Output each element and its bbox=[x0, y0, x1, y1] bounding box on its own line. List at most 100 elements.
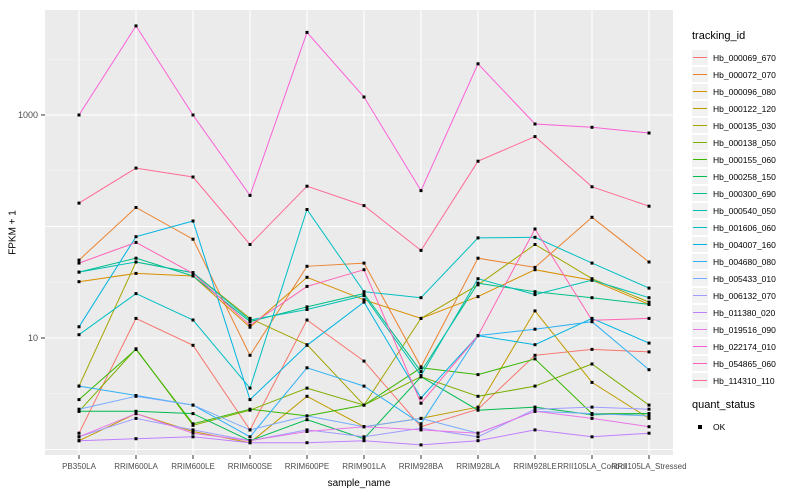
legend-entry: Hb_005433_010 bbox=[692, 270, 798, 287]
x-tick-label: RRIM928LE bbox=[513, 462, 557, 471]
x-axis-title: sample_name bbox=[327, 478, 391, 489]
legend-entry: Hb_011380_020 bbox=[692, 304, 798, 321]
legend-entry: Hb_054865_060 bbox=[692, 355, 798, 372]
legend-entry-label: Hb_004007_160 bbox=[713, 239, 776, 250]
legend-key-swatch bbox=[692, 67, 708, 82]
legend-entry: Hb_019516_090 bbox=[692, 321, 798, 338]
data-point bbox=[362, 384, 366, 388]
legend-key-line-icon bbox=[693, 227, 707, 228]
legend-entry-label: Hb_006132_070 bbox=[713, 290, 776, 301]
legend-key-line-icon bbox=[693, 210, 707, 211]
legend-entry-label: Hb_005433_010 bbox=[713, 273, 776, 284]
data-point bbox=[134, 24, 138, 28]
legend-title-quant-status: quant_status bbox=[692, 399, 755, 411]
data-point bbox=[248, 428, 252, 432]
data-point bbox=[533, 122, 537, 126]
data-point bbox=[362, 437, 366, 441]
data-point bbox=[77, 333, 81, 337]
legend-entry: Hb_000072_070 bbox=[692, 66, 798, 83]
data-point bbox=[476, 283, 480, 287]
x-tick-label: RRIM901LA bbox=[342, 462, 386, 471]
data-point bbox=[590, 125, 594, 129]
legend-key-swatch bbox=[692, 203, 708, 218]
data-point bbox=[362, 359, 366, 363]
data-point bbox=[590, 261, 594, 265]
data-point bbox=[419, 374, 423, 378]
data-point bbox=[590, 412, 594, 416]
data-point bbox=[191, 237, 195, 241]
black-square-icon bbox=[698, 424, 702, 429]
data-point bbox=[647, 407, 651, 411]
legend-quant-status: quant_status OK bbox=[692, 399, 798, 435]
data-point bbox=[533, 265, 537, 269]
data-point bbox=[362, 435, 366, 439]
x-tick-label: RRIM600SE bbox=[228, 462, 272, 471]
data-point bbox=[647, 286, 651, 290]
legend-entry-ok: OK bbox=[692, 418, 798, 435]
data-point bbox=[419, 316, 423, 320]
data-point bbox=[647, 412, 651, 416]
data-point bbox=[533, 268, 537, 272]
legend-entry-label: Hb_000072_070 bbox=[713, 69, 776, 80]
legend-entry-label: Hb_001606_060 bbox=[713, 222, 776, 233]
data-point bbox=[362, 425, 366, 429]
legend-key-line-icon bbox=[693, 176, 707, 177]
data-point bbox=[305, 308, 309, 311]
data-point bbox=[590, 435, 594, 439]
data-point bbox=[590, 278, 594, 282]
legend-entry: Hb_004007_160 bbox=[692, 236, 798, 253]
data-point bbox=[533, 407, 537, 411]
data-point bbox=[77, 439, 81, 443]
data-point bbox=[362, 298, 366, 302]
data-point bbox=[134, 409, 138, 413]
legend-key-swatch bbox=[692, 220, 708, 235]
legend-entry-label: Hb_114310_110 bbox=[713, 375, 775, 386]
data-point bbox=[134, 235, 138, 239]
data-point bbox=[533, 290, 537, 294]
data-point bbox=[647, 260, 651, 264]
data-point bbox=[134, 416, 138, 420]
data-point bbox=[191, 412, 195, 416]
legend-entry: Hb_000258_150 bbox=[692, 168, 798, 185]
data-point bbox=[77, 258, 81, 262]
data-point bbox=[362, 403, 366, 407]
legend-entry-label: Hb_022174_010 bbox=[713, 341, 776, 352]
data-point bbox=[77, 409, 81, 413]
data-point bbox=[305, 318, 309, 322]
data-point bbox=[305, 184, 309, 188]
legend-entry-label: Hb_000138_050 bbox=[713, 137, 776, 148]
x-tick-label: RRII105LA_Stressed bbox=[611, 462, 686, 471]
data-point bbox=[191, 343, 195, 347]
data-point bbox=[248, 323, 252, 327]
data-point bbox=[77, 431, 81, 435]
data-point bbox=[248, 407, 252, 411]
data-point bbox=[419, 416, 423, 420]
data-point bbox=[362, 261, 366, 265]
data-point bbox=[533, 405, 537, 409]
data-point bbox=[362, 294, 366, 298]
legend-key-line-icon bbox=[693, 244, 707, 245]
data-point bbox=[77, 270, 81, 274]
data-point bbox=[248, 441, 252, 445]
data-point bbox=[476, 334, 480, 338]
data-point bbox=[476, 295, 480, 299]
data-point bbox=[590, 215, 594, 219]
data-point bbox=[191, 435, 195, 439]
plot-panel bbox=[45, 10, 673, 455]
data-point bbox=[419, 370, 423, 374]
legend-entry-label: Hb_000135_030 bbox=[713, 120, 776, 131]
data-point bbox=[590, 185, 594, 189]
data-point bbox=[647, 425, 651, 429]
data-point bbox=[647, 131, 651, 135]
legend-key-line-icon bbox=[693, 125, 707, 126]
data-point bbox=[362, 300, 366, 304]
data-point bbox=[647, 302, 651, 306]
legend-entry: Hb_006132_070 bbox=[692, 287, 798, 304]
legend-entry: Hb_000540_050 bbox=[692, 202, 798, 219]
legend-entry: Hb_000096_080 bbox=[692, 83, 798, 100]
legend-key-swatch bbox=[692, 50, 708, 65]
data-point bbox=[647, 316, 651, 320]
x-tick-label: RRIM928LA bbox=[456, 462, 500, 471]
